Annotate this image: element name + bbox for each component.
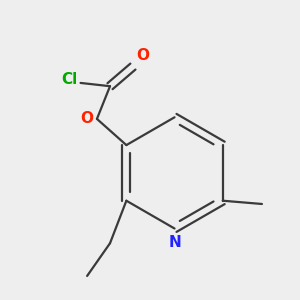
Text: N: N	[168, 235, 181, 250]
Text: O: O	[81, 111, 94, 126]
Text: Cl: Cl	[61, 72, 77, 87]
Text: O: O	[136, 48, 149, 63]
